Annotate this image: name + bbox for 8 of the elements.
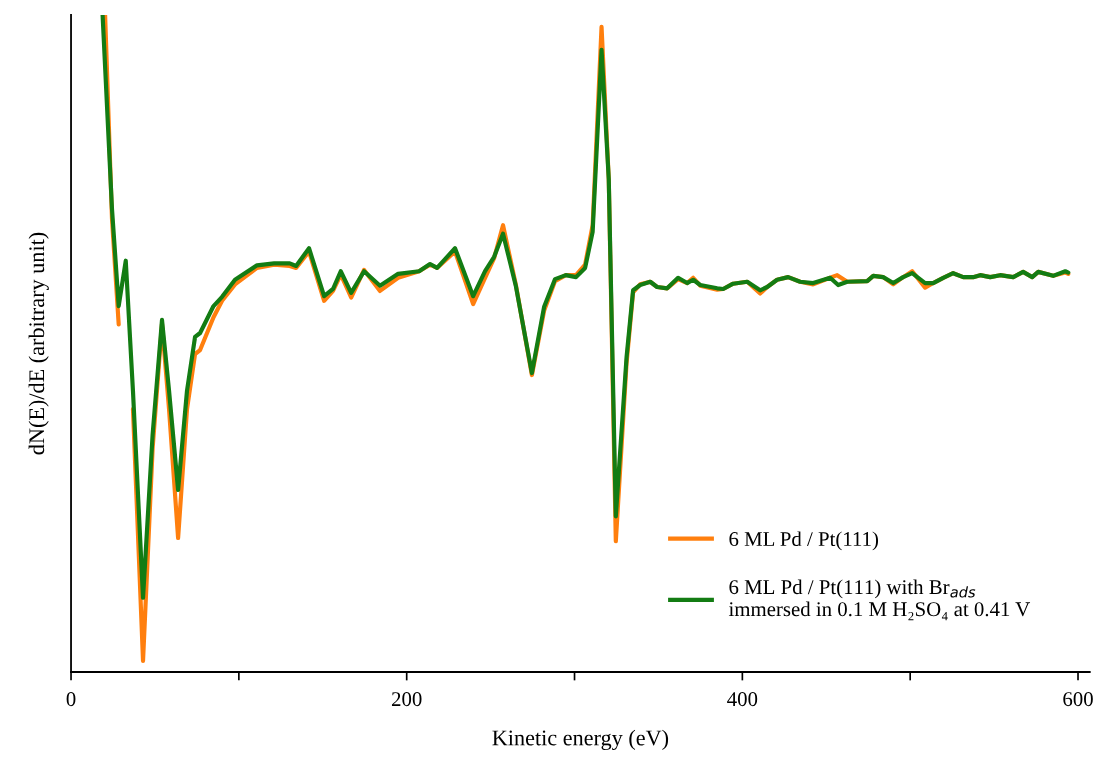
legend-label: 6 ML Pd / Pt(111) [729, 531, 879, 551]
x-axis-title: Kinetic energy (eV) [492, 729, 669, 751]
x-tick-label: 600 [1063, 692, 1093, 707]
y-axis-title: dN(E)/dE (arbitrary unit) [28, 232, 49, 455]
legend-label: 6 ML Pd / Pt(111) with Br$_{ads}$ immersed in 0.1 M H₂SO₄ at 0.41 V [728, 579, 1031, 621]
x-tick-label: 0 [66, 692, 76, 707]
x-tick-label: 200 [391, 692, 422, 707]
x-tick-label: 400 [727, 692, 758, 707]
